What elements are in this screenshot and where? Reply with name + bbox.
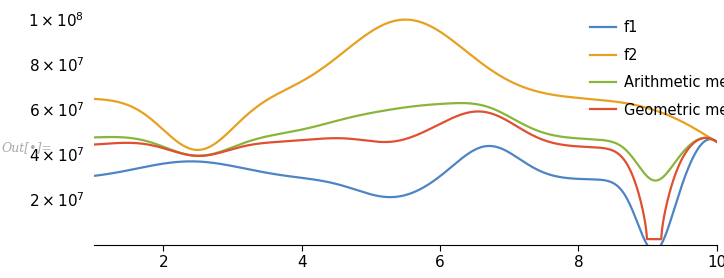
Line: Arithmetic mean: Arithmetic mean xyxy=(94,103,717,181)
Arithmetic mean xyxy=(712,140,721,143)
f2 xyxy=(581,97,589,100)
f1 xyxy=(694,146,703,149)
Geometric mean xyxy=(657,237,665,241)
f1 xyxy=(392,195,401,198)
Geometric mean xyxy=(581,145,589,148)
f1 xyxy=(650,249,659,252)
Line: f1: f1 xyxy=(94,139,717,251)
Text: Out[•]=: Out[•]= xyxy=(1,141,52,154)
Geometric mean xyxy=(392,139,401,143)
Geometric mean xyxy=(712,140,721,143)
Arithmetic mean xyxy=(376,110,384,113)
f2 xyxy=(376,24,385,28)
f1 xyxy=(706,138,715,141)
Geometric mean xyxy=(473,110,482,113)
Arithmetic mean xyxy=(457,101,466,105)
f2 xyxy=(90,97,98,101)
f1 xyxy=(580,177,589,181)
f2 xyxy=(193,148,202,152)
Geometric mean xyxy=(122,141,130,145)
Arithmetic mean xyxy=(581,137,589,140)
f1 xyxy=(90,174,98,178)
Geometric mean xyxy=(376,140,384,144)
Geometric mean xyxy=(694,138,703,141)
Arithmetic mean xyxy=(694,138,703,141)
f2 xyxy=(694,129,703,133)
f1 xyxy=(694,146,703,149)
f2 xyxy=(401,18,410,21)
Arithmetic mean xyxy=(122,136,130,139)
f2 xyxy=(695,130,704,133)
f1 xyxy=(712,140,721,143)
Arithmetic mean xyxy=(392,107,401,110)
Arithmetic mean xyxy=(651,179,660,182)
f1 xyxy=(122,169,130,172)
f2 xyxy=(122,103,130,106)
f2 xyxy=(712,140,721,144)
f1 xyxy=(376,195,384,198)
f2 xyxy=(393,19,402,22)
Legend: f1, f2, Arithmetic mean, Geometric mean: f1, f2, Arithmetic mean, Geometric mean xyxy=(590,20,724,118)
Arithmetic mean xyxy=(695,137,704,141)
Geometric mean xyxy=(695,138,704,141)
Line: Geometric mean: Geometric mean xyxy=(94,111,717,239)
Geometric mean xyxy=(90,143,98,146)
Line: f2: f2 xyxy=(94,19,717,150)
Arithmetic mean xyxy=(90,136,98,139)
